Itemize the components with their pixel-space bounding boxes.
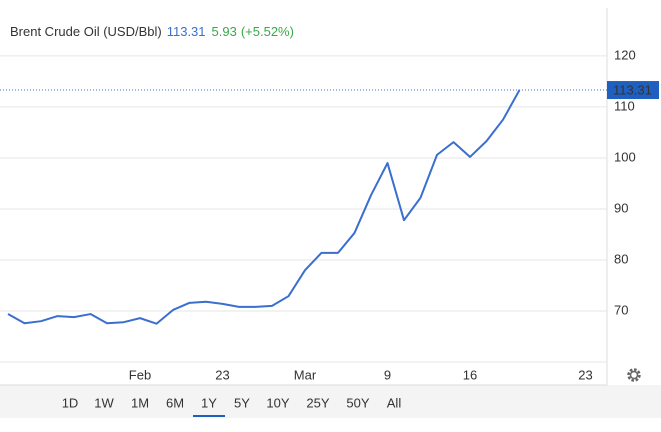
range-button[interactable]: 1M (131, 395, 149, 410)
x-tick-label: 23 (578, 367, 592, 382)
range-selected-underline (193, 415, 225, 417)
range-button[interactable]: 1Y (201, 395, 217, 410)
range-button[interactable]: All (387, 395, 402, 410)
range-button[interactable]: 25Y (306, 395, 329, 410)
y-tick-label: 70 (614, 302, 628, 317)
price-badge-label: 113.31 (613, 82, 652, 97)
price-line (7, 89, 521, 325)
x-tick-label: 23 (215, 367, 229, 382)
range-button[interactable]: 10Y (266, 395, 289, 410)
range-button[interactable]: 50Y (346, 395, 369, 410)
x-tick-label: Mar (294, 367, 317, 382)
change-pct: (+5.52%) (241, 24, 294, 39)
x-tick-label: 16 (463, 367, 477, 382)
gear-body (629, 370, 639, 380)
x-tick-label: 9 (384, 367, 391, 382)
y-tick-label: 80 (614, 251, 628, 266)
price-badge (607, 81, 659, 100)
range-button[interactable]: 6M (166, 395, 184, 410)
title: Brent Crude Oil (USD/Bbl) (10, 24, 162, 39)
range-button[interactable]: 5Y (234, 395, 250, 410)
x-tick-label: Feb (129, 367, 151, 382)
y-tick-label: 110 (614, 98, 635, 113)
y-tick-label: 120 (614, 47, 636, 62)
range-button[interactable]: 1W (94, 395, 114, 410)
range-button[interactable]: 1D (62, 395, 79, 410)
y-tick-label: 100 (614, 149, 636, 164)
chart-title: Brent Crude Oil (USD/Bbl) 113.31 5.93 (+5.5… (10, 24, 294, 39)
range-bar (0, 385, 661, 418)
change: 5.93 (212, 24, 237, 39)
y-tick-label: 90 (614, 200, 628, 215)
settings-icon[interactable] (627, 368, 641, 382)
gear-teeth (627, 368, 641, 382)
price: 113.31 (167, 24, 206, 39)
